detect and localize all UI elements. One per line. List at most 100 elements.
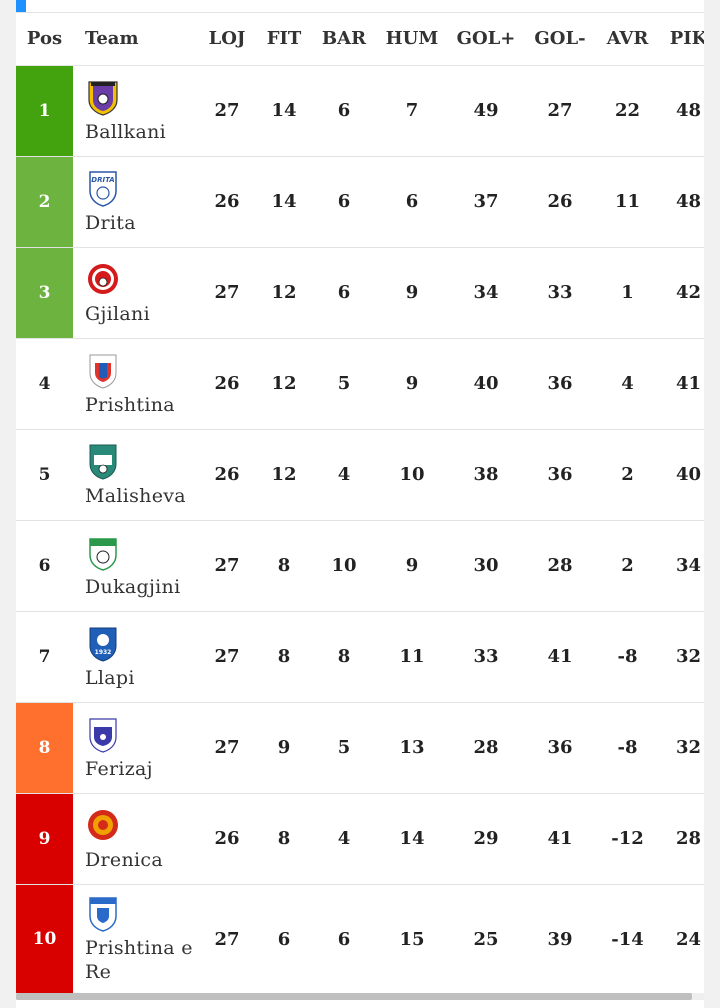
team-cell[interactable]: DRITA Drita	[73, 156, 196, 247]
col-header-hum[interactable]: HUM	[378, 13, 446, 66]
col-header-loj[interactable]: LOJ	[196, 13, 258, 66]
team-name[interactable]: Ferizaj	[85, 757, 153, 780]
stat-fit: 9	[277, 737, 291, 758]
col-header-golm[interactable]: GOL-	[526, 13, 594, 66]
col-header-fit[interactable]: FIT	[258, 13, 310, 66]
team-name[interactable]: Drita	[85, 211, 136, 234]
stat-loj: 27	[214, 646, 240, 667]
col-header-team[interactable]: Team	[73, 13, 196, 66]
stat-golm: 36	[547, 464, 573, 485]
stat-fit: 12	[271, 282, 297, 303]
ballkani-crest-icon	[85, 78, 196, 116]
position-cell: 10	[16, 884, 73, 993]
stat-hum: 14	[399, 828, 425, 849]
team-cell[interactable]: Ferizaj	[73, 702, 196, 793]
stat-hum: 11	[399, 646, 425, 667]
col-header-bar[interactable]: BAR	[310, 13, 378, 66]
stat-fit: 6	[277, 928, 291, 950]
position-cell: 3	[16, 247, 73, 338]
team-name[interactable]: Dukagjini	[85, 575, 181, 598]
team-cell[interactable]: Gjilani	[73, 247, 196, 338]
col-header-avr[interactable]: AVR	[594, 13, 661, 66]
position-cell: 6	[38, 555, 51, 576]
stat-avr: -12	[611, 828, 644, 849]
horizontal-scrollbar-thumb[interactable]	[16, 993, 692, 1000]
svg-text:1932: 1932	[95, 649, 112, 656]
position-cell: 2	[16, 156, 73, 247]
stat-golp: 38	[473, 464, 499, 485]
stat-fit: 12	[271, 373, 297, 394]
stat-loj: 27	[214, 928, 240, 950]
stat-loj: 27	[214, 737, 240, 758]
stat-pik: 48	[675, 100, 702, 121]
stat-golm: 41	[547, 828, 573, 849]
stat-loj: 26	[214, 373, 240, 394]
team-name[interactable]: Gjilani	[85, 302, 150, 325]
position-cell: 4	[38, 373, 51, 394]
standings-row[interactable]: 3 Gjilani 27 12 6 9 34 33 1 42	[16, 247, 704, 338]
team-name[interactable]: Malisheva	[85, 484, 186, 507]
stat-hum: 7	[405, 100, 419, 121]
team-cell[interactable]: Prishtina	[73, 338, 196, 429]
stat-golp: 37	[473, 191, 499, 212]
team-name[interactable]: Prishtina	[85, 393, 175, 416]
stat-bar: 5	[337, 373, 351, 394]
team-name[interactable]: Llapi	[85, 666, 135, 689]
position-cell: 1	[16, 65, 73, 156]
stat-avr: 2	[621, 555, 634, 576]
gjilani-crest-icon	[85, 260, 196, 298]
team-cell[interactable]: 1932 Llapi	[73, 611, 196, 702]
page-margin-left	[0, 0, 16, 1008]
page-margin-right	[704, 0, 720, 1008]
stat-golm: 36	[547, 373, 573, 394]
stat-bar: 8	[337, 646, 351, 667]
standings-row[interactable]: 1 Ballkani 27 14 6 7 49 27 22 48	[16, 65, 704, 156]
stat-loj: 27	[214, 100, 240, 121]
col-header-pik[interactable]: PIK	[661, 13, 704, 66]
col-header-pos[interactable]: Pos	[16, 13, 73, 66]
team-cell[interactable]: Ballkani	[73, 65, 196, 156]
stat-golm: 33	[547, 282, 573, 303]
stat-fit: 8	[277, 828, 291, 849]
stat-fit: 14	[271, 191, 297, 212]
stat-fit: 8	[277, 555, 291, 576]
team-cell[interactable]: Malisheva	[73, 429, 196, 520]
team-cell[interactable]: Prishtina e Re	[73, 884, 196, 993]
stat-golp: 25	[473, 928, 499, 950]
stat-loj: 26	[214, 464, 240, 485]
team-name[interactable]: Drenica	[85, 848, 163, 871]
stat-pik: 28	[675, 828, 702, 849]
stat-avr: -14	[611, 928, 644, 950]
team-cell[interactable]: Drenica	[73, 793, 196, 884]
standings-row[interactable]: 9 Drenica 26 8 4 14 29 41 -12 28	[16, 793, 704, 884]
stat-bar: 4	[337, 464, 351, 485]
stat-avr: 4	[621, 373, 634, 394]
col-header-golp[interactable]: GOL+	[446, 13, 526, 66]
standings-row[interactable]: 10 Prishtina e Re 27 6 6 15 25 39 -14 24	[16, 884, 704, 993]
team-name[interactable]: Ballkani	[85, 120, 166, 143]
stat-golp: 29	[473, 828, 499, 849]
standings-row[interactable]: 4 Prishtina 26 12 5 9 40 36 4 41	[16, 338, 704, 429]
ferizaj-crest-icon	[85, 715, 196, 753]
standings-row[interactable]: 7 1932 Llapi 27 8 8 11 33 41 -8 32	[16, 611, 704, 702]
stat-loj: 27	[214, 282, 240, 303]
standings-row[interactable]: 2 DRITA Drita 26 14 6 6 37 26 11 48	[16, 156, 704, 247]
stat-golm: 39	[547, 928, 573, 950]
team-name[interactable]: Prishtina e Re	[85, 937, 193, 983]
section-accent-bar	[16, 0, 26, 12]
stat-golp: 40	[473, 373, 499, 394]
standings-table-scroller[interactable]: Pos Team LOJ FIT BAR HUM GOL+ GOL- AVR P…	[16, 13, 704, 993]
standings-row[interactable]: 5 Malisheva 26 12 4 10 38 36 2 40	[16, 429, 704, 520]
stat-loj: 26	[214, 191, 240, 212]
stat-bar: 6	[337, 100, 351, 121]
section-divider	[16, 12, 704, 13]
stat-bar: 5	[337, 737, 351, 758]
standings-body: 1 Ballkani 27 14 6 7 49 27 22 48 2 DRITA Drita 26 14 6 6…	[16, 65, 704, 993]
stat-avr: 2	[621, 464, 634, 485]
stat-bar: 10	[331, 555, 357, 576]
standings-row[interactable]: 6 Dukagjini 27 8 10 9 30 28 2 34	[16, 520, 704, 611]
standings-row[interactable]: 8 Ferizaj 27 9 5 13 28 36 -8 32	[16, 702, 704, 793]
team-cell[interactable]: Dukagjini	[73, 520, 196, 611]
stat-pik: 48	[675, 191, 702, 212]
drita-crest-icon: DRITA	[85, 169, 196, 207]
